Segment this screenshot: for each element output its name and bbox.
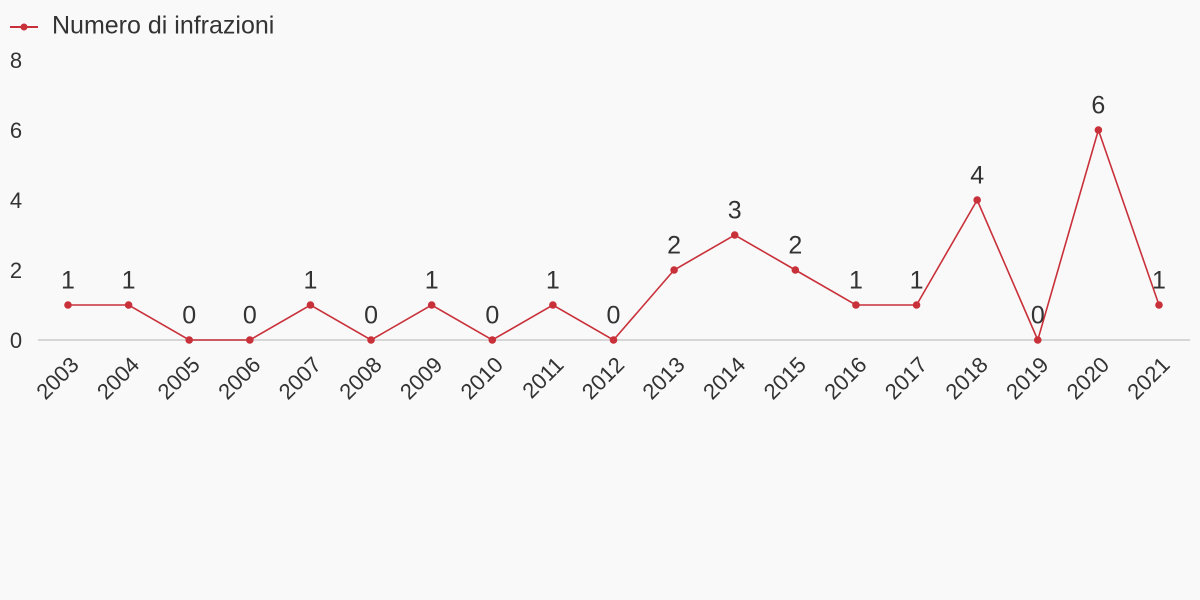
data-label: 2 xyxy=(788,232,802,260)
data-point xyxy=(64,301,72,309)
data-label: 3 xyxy=(728,197,742,225)
data-label: 1 xyxy=(61,267,75,295)
data-label: 1 xyxy=(122,267,136,295)
data-point xyxy=(912,301,921,309)
y-tick-label: 4 xyxy=(10,188,22,213)
data-point xyxy=(1094,126,1103,134)
data-point xyxy=(488,336,497,344)
data-label: 0 xyxy=(607,302,621,330)
data-point xyxy=(670,266,678,274)
data-label: 0 xyxy=(364,302,378,330)
data-label: 2 xyxy=(667,232,681,260)
data-point xyxy=(791,266,800,274)
data-label: 0 xyxy=(182,302,196,330)
data-point xyxy=(730,231,739,239)
data-point xyxy=(124,301,133,309)
data-point xyxy=(367,336,375,344)
data-point xyxy=(852,301,860,309)
data-label: 1 xyxy=(425,267,439,295)
data-label: 1 xyxy=(303,267,317,295)
data-label: 0 xyxy=(243,302,257,330)
data-label: 0 xyxy=(1031,302,1045,330)
data-point xyxy=(246,336,254,344)
data-point xyxy=(427,301,436,309)
y-tick-label: 0 xyxy=(10,328,22,353)
data-label: 1 xyxy=(849,267,863,295)
data-label: 1 xyxy=(1152,267,1166,295)
legend-marker xyxy=(20,23,28,31)
data-label: 1 xyxy=(546,267,560,295)
data-label: 0 xyxy=(485,302,499,330)
data-label: 1 xyxy=(910,267,924,295)
data-point xyxy=(609,336,618,344)
legend-label: Numero di infrazioni xyxy=(52,12,274,40)
data-point xyxy=(185,336,194,344)
y-tick-label: 8 xyxy=(10,48,22,73)
data-point xyxy=(1155,301,1163,309)
data-point xyxy=(973,196,981,204)
data-point xyxy=(306,301,315,309)
y-tick-label: 6 xyxy=(10,118,22,143)
data-point xyxy=(549,301,557,309)
data-label: 6 xyxy=(1091,92,1105,120)
y-tick-label: 2 xyxy=(10,258,22,283)
data-label: 4 xyxy=(970,162,984,190)
data-point xyxy=(1033,336,1042,344)
